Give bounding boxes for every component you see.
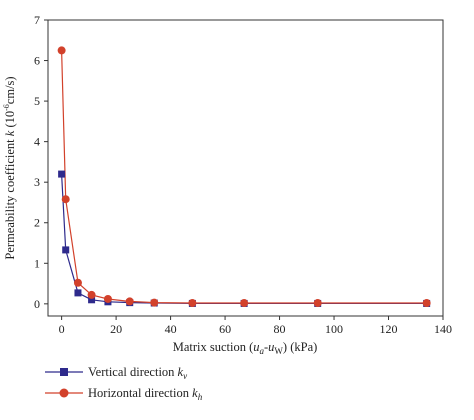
x-axis: 0 20 40 60 80 100 120 140 [59, 316, 452, 336]
legend-marker-vertical [60, 368, 68, 376]
data-point-horizontal [188, 299, 197, 308]
data-point-vertical [58, 170, 66, 178]
data-point-horizontal [61, 195, 70, 204]
x-tick-label: 60 [219, 322, 231, 336]
x-tick-label: 40 [165, 322, 177, 336]
legend-label-vertical: Vertical direction kv [88, 365, 187, 381]
data-point-horizontal [87, 290, 96, 299]
x-tick-label: 120 [380, 322, 398, 336]
data-point-horizontal [57, 46, 66, 55]
data-point-horizontal [73, 278, 82, 287]
y-tick-label: 4 [34, 135, 40, 149]
series-layer [57, 46, 431, 308]
x-tick-label: 100 [325, 322, 343, 336]
legend: Vertical direction kv Horizontal directi… [45, 365, 203, 402]
legend-marker-horizontal [59, 388, 69, 398]
data-point-horizontal [150, 298, 159, 307]
y-tick-label: 7 [34, 13, 40, 27]
series-line-vertical [61, 174, 427, 304]
data-point-vertical [74, 289, 82, 297]
data-point-horizontal [422, 299, 431, 308]
x-axis-title: Matrix suction (ua-uW) (kPa) [173, 340, 318, 356]
x-tick-label: 20 [110, 322, 122, 336]
data-point-horizontal [103, 294, 112, 303]
legend-item-horizontal: Horizontal direction kh [45, 386, 203, 402]
y-tick-label: 1 [34, 256, 40, 270]
x-tick-label: 80 [274, 322, 286, 336]
data-point-horizontal [313, 299, 322, 308]
series-line-horizontal [61, 50, 427, 304]
y-tick-label: 5 [34, 94, 40, 108]
y-tick-label: 3 [34, 175, 40, 189]
data-point-vertical [62, 246, 70, 254]
y-axis: 0 1 2 3 4 5 6 7 [34, 13, 48, 311]
y-axis-title: Permeability coefficient k (10-6cm/s) [2, 76, 17, 259]
y-tick-label: 0 [34, 297, 40, 311]
x-tick-label: 0 [59, 322, 65, 336]
data-point-horizontal [125, 297, 134, 306]
y-tick-label: 6 [34, 54, 40, 68]
x-tick-label: 140 [434, 322, 452, 336]
legend-label-horizontal: Horizontal direction kh [88, 386, 203, 402]
data-point-horizontal [240, 299, 249, 308]
y-tick-label: 2 [34, 216, 40, 230]
plot-frame [47, 19, 444, 317]
legend-item-vertical: Vertical direction kv [45, 365, 187, 381]
data-point-vertical [88, 296, 96, 304]
